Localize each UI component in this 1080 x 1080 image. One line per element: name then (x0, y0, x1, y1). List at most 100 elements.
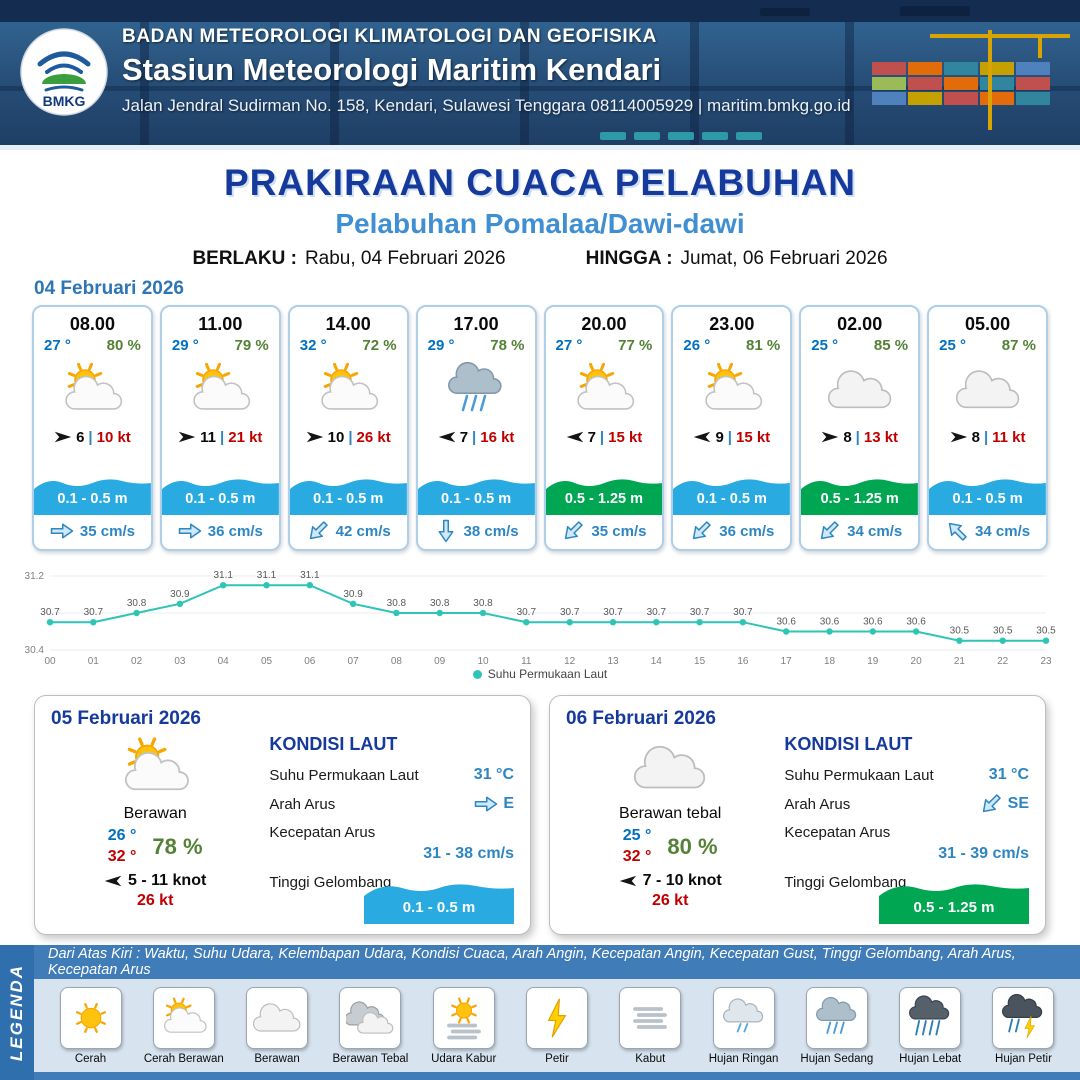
wind-gust-separator: | (472, 428, 477, 446)
card-temperature: 27 ° (44, 337, 71, 354)
wind-speed: 10 (327, 428, 345, 446)
day-temperatures: 25 ° 32 ° 80 % (566, 826, 774, 868)
legend-icon-box (152, 987, 215, 1049)
hourly-card: 20.00 27 ° 77 % 7 | 15 kt 0.5 - 1.25 m 35 c… (543, 305, 665, 551)
day-humidity: 80 % (667, 833, 718, 859)
svg-text:12: 12 (564, 656, 576, 666)
card-weather-icon-slot (673, 354, 790, 426)
current-speed: 36 cm/s (207, 522, 263, 540)
station-address: Jalan Jendral Sudirman No. 158, Kendari,… (122, 96, 851, 115)
legend-item-label: Kabut (635, 1053, 666, 1065)
wave-shape (929, 479, 1046, 515)
udara-kabur-icon (446, 997, 481, 1040)
sst-value: 31 °C (473, 766, 514, 783)
hingga-value: Jumat, 06 Februari 2026 (680, 248, 888, 269)
legend-icon-box (619, 987, 682, 1049)
sst-value: 31 °C (988, 766, 1029, 783)
svg-text:09: 09 (434, 656, 446, 666)
card-current: 36 cm/s (673, 515, 790, 549)
card-humidity: 81 % (746, 337, 781, 354)
card-temperature: 25 ° (811, 337, 839, 354)
legend-item: Kabut (606, 987, 695, 1065)
svg-text:30.6: 30.6 (906, 617, 926, 628)
legend-item-label: Berawan (254, 1053, 300, 1065)
bmkg-logo: BMKG (20, 28, 108, 116)
svg-text:31.1: 31.1 (300, 570, 320, 581)
current-speed: 42 cm/s (335, 522, 391, 540)
svg-text:30.5: 30.5 (1036, 626, 1056, 637)
legend-icon-box (992, 987, 1055, 1049)
agency-name: BADAN METEOROLOGI KLIMATOLOGI DAN GEOFIS… (122, 26, 657, 47)
card-weather-icon-slot (929, 354, 1046, 426)
card-temperature: 29 ° (171, 337, 199, 354)
svg-text:04: 04 (218, 656, 230, 666)
legend-item: Cerah Berawan (139, 987, 228, 1065)
legend-item: Berawan (233, 987, 322, 1065)
seats (600, 132, 762, 140)
wind-direction-icon (306, 431, 323, 443)
card-humidity: 77 % (618, 337, 653, 354)
berawan-icon (634, 745, 706, 789)
card-current: 35 cm/s (34, 515, 151, 549)
hourly-card: 05.00 25 ° 87 % 8 | 11 kt 0.1 - 0.5 m 34 cm… (927, 305, 1048, 551)
daily-forecast-card: 05 Februari 2026 Berawan 26 ° 32 ° 78 % 5… (34, 695, 531, 935)
current-direction-icon (178, 523, 202, 539)
wave-height-value: 0.5 - 1.25 m (820, 491, 899, 507)
card-wind: 8 | 13 kt (801, 426, 918, 452)
wave-height-band: 0.1 - 0.5 m (673, 471, 791, 515)
hourly-card: 02.00 25 ° 85 % 8 | 13 kt 0.5 - 1.25 m 34 c… (799, 305, 921, 551)
current-speed: 35 cm/s (591, 522, 647, 540)
legend-item-label: Udara Kabur (431, 1053, 497, 1065)
wave-height-value: 0.5 - 1.25 m (564, 491, 644, 507)
hourly-cards-row: 08.00 27 ° 80 % 6 | 10 kt 0.1 - 0.5 m 35 cm… (0, 305, 1080, 551)
wave-height-badge: 0.1 - 0.5 m (364, 876, 514, 924)
wind-direction-icon (694, 431, 711, 443)
wind-gust: 15 kt (608, 428, 643, 446)
wind-gust: 15 kt (735, 428, 771, 446)
day-humidity: 78 % (152, 833, 203, 859)
temp-max: 32 ° (107, 847, 137, 865)
legend-item-label: Petir (545, 1053, 569, 1065)
cerah-berawan-icon (193, 362, 251, 410)
svg-text:23: 23 (1040, 656, 1052, 666)
current-direction-icon (565, 521, 584, 540)
legend-item: Udara Kabur (419, 987, 508, 1065)
wind-gust: 13 kt (863, 428, 899, 446)
card-wind: 10 | 26 kt (290, 426, 407, 452)
wind-gust: 26 kt (356, 428, 391, 446)
cerah-berawan-icon (577, 362, 635, 410)
berlaku-label: BERLAKU : (192, 248, 297, 269)
day-date: 05 Februari 2026 (51, 708, 201, 729)
title-section: PRAKIRAAN CUACA PELABUHAN Pelabuhan Poma… (0, 150, 1080, 278)
legend-item: Hujan Sedang (792, 987, 881, 1065)
wind-gust: 10 kt (96, 428, 131, 446)
card-current: 34 cm/s (801, 515, 918, 549)
wind-direction-icon (822, 431, 839, 443)
legend-item: Hujan Petir (979, 987, 1068, 1065)
legend-item-label: Berawan Tebal (332, 1053, 409, 1065)
svg-text:30.7: 30.7 (603, 607, 623, 618)
wave-height-value: 0.1 - 0.5 m (441, 491, 512, 507)
svg-text:19: 19 (867, 656, 879, 666)
wind-gust-separator: | (983, 428, 989, 446)
svg-text:02: 02 (131, 656, 143, 666)
svg-text:30.5: 30.5 (993, 626, 1013, 637)
station-name: Stasiun Meteorologi Maritim Kendari (122, 52, 662, 87)
svg-text:31.1: 31.1 (213, 570, 233, 581)
svg-text:30.8: 30.8 (430, 598, 450, 609)
wind-direction-icon (619, 875, 636, 886)
legend-description: Dari Atas Kiri : Waktu, Suhu Udara, Kele… (34, 945, 1080, 979)
validity-period: BERLAKU : Rabu, 04 Februari 2026 HINGGA :… (0, 248, 1080, 270)
card-current: 35 cm/s (546, 515, 663, 549)
sea-conditions-title: KONDISI LAUT (784, 734, 913, 754)
page-title: PRAKIRAAN CUACA PELABUHAN (223, 162, 857, 203)
wind-direction-icon (54, 431, 72, 443)
legend-item: Petir (512, 987, 601, 1065)
current-speed: 34 cm/s (847, 522, 903, 540)
cerah-berawan-icon (65, 362, 123, 410)
port-name: Pelabuhan Pomalaa/Dawi-dawi (335, 208, 745, 239)
svg-text:30.9: 30.9 (170, 589, 190, 600)
svg-text:31.2: 31.2 (25, 571, 45, 582)
svg-text:20: 20 (911, 656, 923, 666)
container-stacks (872, 62, 1050, 105)
